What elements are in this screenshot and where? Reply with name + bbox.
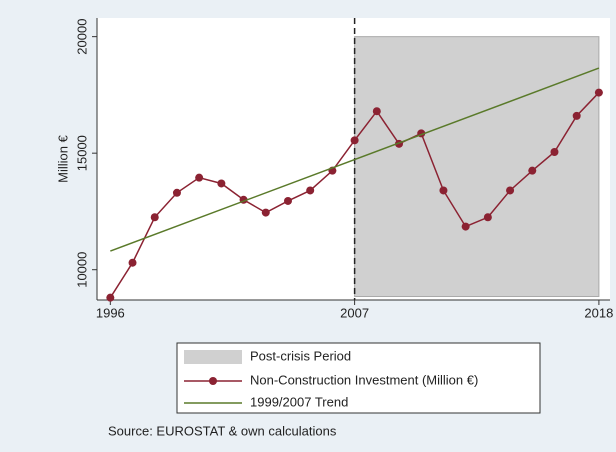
point [128, 258, 137, 267]
x-tick-label: 2018 [584, 305, 613, 320]
point [483, 213, 492, 222]
point [350, 136, 359, 145]
y-tick-label: 15000 [74, 135, 89, 171]
legend-marker [209, 377, 217, 385]
point [439, 186, 448, 195]
source-note: Source: EUROSTAT & own calculations [108, 423, 337, 438]
legend-label: 1999/2007 Trend [250, 394, 348, 409]
point [283, 196, 292, 205]
point [195, 173, 204, 182]
point [572, 111, 581, 120]
point [150, 213, 159, 222]
point [550, 148, 559, 157]
y-axis-label: Million € [55, 134, 70, 182]
legend-label: Non-Construction Investment (Million €) [250, 372, 478, 387]
y-tick-label: 10000 [74, 252, 89, 288]
point [106, 293, 115, 302]
shaded-region [354, 36, 600, 298]
point [306, 186, 315, 195]
point [172, 188, 181, 197]
y-tick-label: 20000 [74, 19, 89, 55]
point [594, 88, 603, 97]
series-line [110, 67, 600, 252]
legend-swatch [184, 350, 242, 364]
point [461, 222, 470, 231]
x-tick-label: 1996 [96, 305, 125, 320]
point [372, 107, 381, 116]
point [506, 186, 515, 195]
point [528, 166, 537, 175]
point [261, 208, 270, 217]
legend-label: Post-crisis Period [250, 348, 351, 363]
point [217, 179, 226, 188]
x-tick-label: 2007 [340, 305, 369, 320]
